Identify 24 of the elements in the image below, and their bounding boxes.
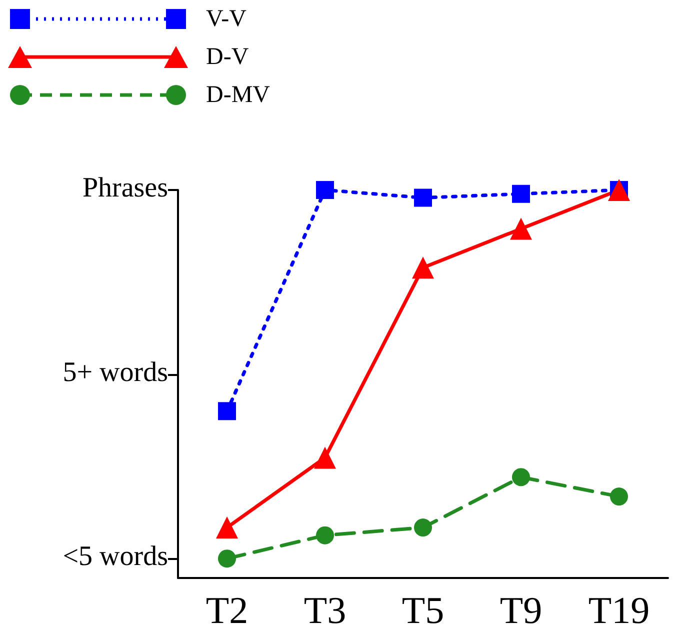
point bbox=[316, 181, 334, 199]
point bbox=[218, 550, 236, 568]
point bbox=[414, 518, 432, 537]
legend-label: D-MV bbox=[206, 82, 270, 108]
legend-label: V-V bbox=[206, 6, 246, 32]
text: 5+ words bbox=[62, 356, 168, 388]
point bbox=[512, 184, 530, 203]
point bbox=[218, 402, 236, 420]
point bbox=[414, 188, 432, 207]
x-tick-label: T19 bbox=[588, 590, 650, 632]
text: <5 words bbox=[62, 541, 168, 572]
x-tick-label: T9 bbox=[500, 590, 542, 632]
x-tick-label: T2 bbox=[206, 590, 248, 632]
point bbox=[412, 256, 434, 279]
point bbox=[512, 468, 530, 486]
point bbox=[216, 516, 238, 539]
point bbox=[316, 526, 334, 544]
legend-label: D-V bbox=[206, 44, 249, 70]
point bbox=[610, 488, 628, 506]
text: Phrases bbox=[82, 172, 168, 204]
x-tick-label: T5 bbox=[402, 590, 444, 632]
point bbox=[510, 218, 532, 240]
x-tick-label: T3 bbox=[304, 590, 346, 632]
point bbox=[314, 446, 336, 469]
